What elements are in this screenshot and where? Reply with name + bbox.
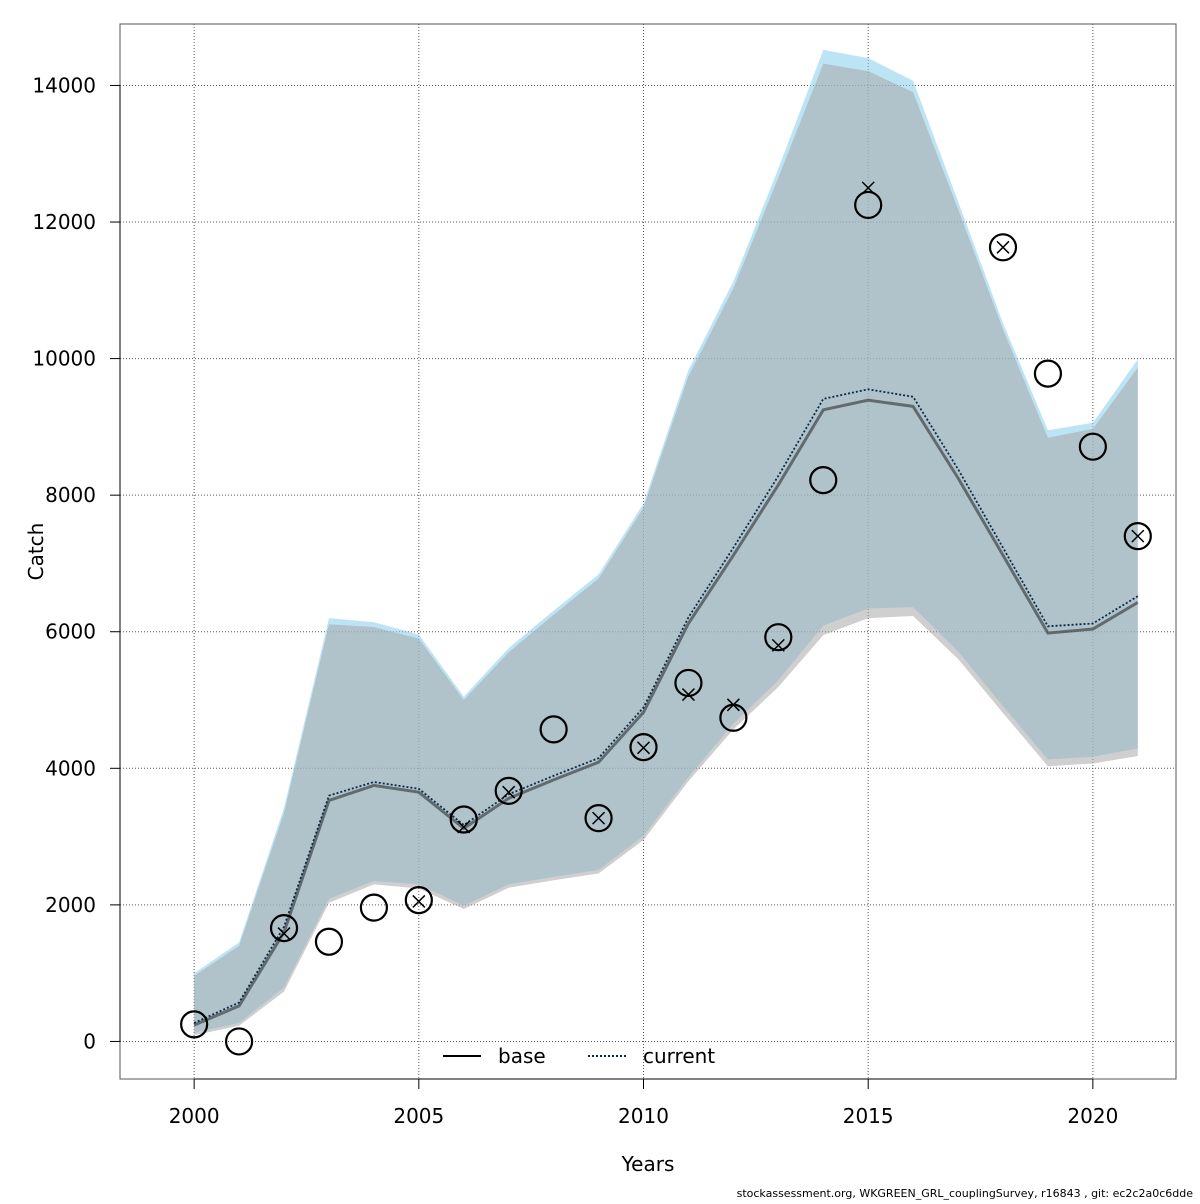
legend-label-current: current: [643, 1044, 715, 1068]
confidence-bands: [194, 49, 1138, 1036]
observation-circle: [449, 805, 478, 834]
observation-circle: [629, 733, 658, 762]
y-tick-label: 14000: [32, 73, 96, 97]
x-axis-label: Years: [621, 1152, 675, 1176]
observation-cross: [412, 894, 426, 908]
observation-circle: [180, 1010, 209, 1039]
footer-credit: stockassessment.org, WKGREEN_GRL_couplin…: [737, 1187, 1194, 1200]
observation-circle: [584, 804, 613, 833]
observation-cross: [996, 240, 1010, 254]
observation-cross: [502, 785, 516, 799]
y-tick-label: 6000: [45, 620, 96, 644]
observation-circle: [809, 466, 838, 495]
y-tick-label: 0: [83, 1029, 96, 1053]
observation-circle: [988, 233, 1018, 262]
legend: base current: [443, 1044, 715, 1068]
y-tick-label: 8000: [45, 483, 96, 507]
y-axis: 0 2000 4000 6000 8000 10000 12000 14000: [32, 73, 121, 1053]
y-tick-label: 2000: [45, 893, 96, 917]
observation-circle: [269, 913, 299, 943]
observation-circle: [764, 623, 793, 652]
observation-cross: [861, 181, 875, 195]
observation-circle: [854, 190, 883, 220]
observation-circle: [1123, 522, 1152, 551]
x-tick-label: 2000: [169, 1104, 220, 1128]
y-tick-label: 12000: [32, 210, 96, 234]
observation-circle: [404, 885, 433, 915]
band-base: [194, 63, 1138, 1036]
observation-circle: [224, 1027, 254, 1056]
legend-label-base: base: [498, 1044, 546, 1068]
y-tick-label: 10000: [32, 347, 96, 371]
y-axis-label: Catch: [24, 523, 48, 581]
observation-points: [180, 181, 1152, 1056]
observation-cross: [636, 741, 651, 755]
x-tick-label: 2010: [618, 1104, 669, 1128]
observation-cross: [592, 811, 606, 825]
y-tick-label: 4000: [45, 756, 96, 780]
x-tick-label: 2005: [393, 1104, 444, 1128]
line-base: [193, 398, 1139, 1027]
observation-circle: [359, 893, 388, 922]
x-tick-label: 2015: [843, 1104, 894, 1128]
observation-circle: [494, 776, 523, 805]
series-lines: [193, 388, 1139, 1027]
x-tick-label: 2020: [1067, 1104, 1118, 1128]
observation-cross: [771, 638, 785, 652]
observation-cross: [277, 927, 291, 941]
line-current: [193, 388, 1139, 1024]
observation-circle: [539, 715, 568, 744]
observation-cross: [726, 698, 740, 712]
observation-circle: [674, 668, 703, 698]
observation-circle: [1033, 359, 1063, 388]
observation-cross: [1131, 529, 1145, 543]
observation-circle: [1078, 432, 1107, 461]
x-axis: 2000 2005 2010 2015 2020: [169, 1078, 1118, 1128]
observation-circle: [314, 927, 344, 956]
observation-cross: [681, 688, 695, 702]
observation-cross: [457, 820, 471, 834]
